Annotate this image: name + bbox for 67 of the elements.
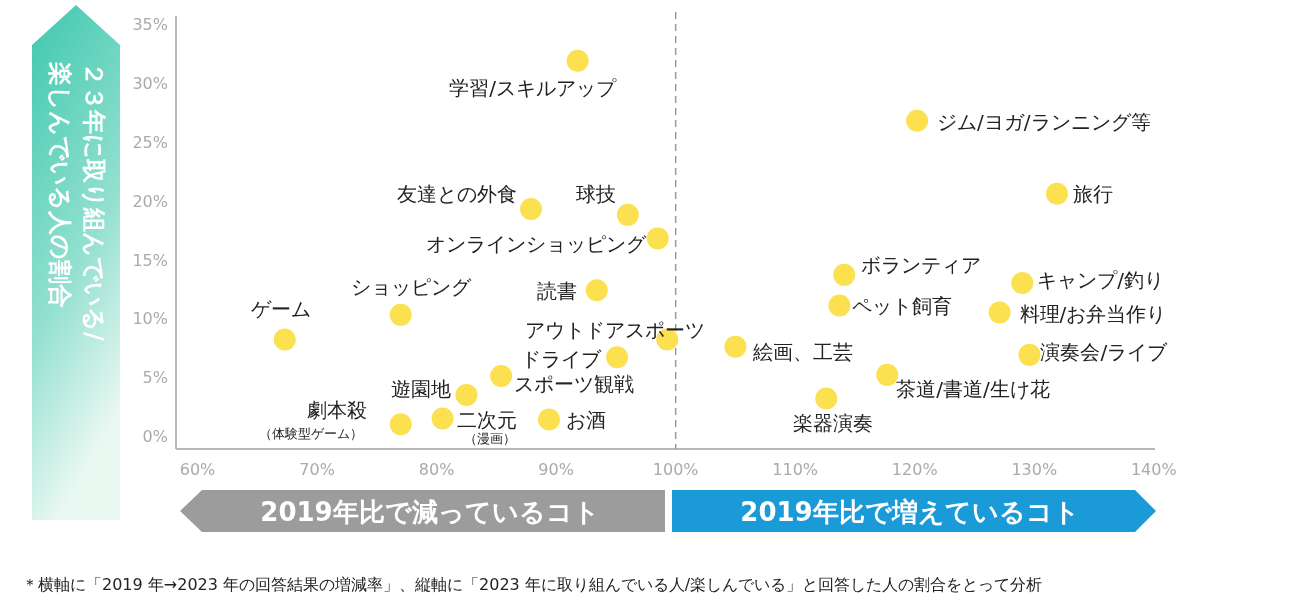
text: 2019年比で減っているコト [260,497,600,527]
x-tick-label: 110% [772,460,819,479]
point [828,294,851,317]
point [988,301,1011,324]
series-label: 茶道/書道/生け花 [896,376,1050,401]
y-tick-label: 15% [132,250,168,270]
point [1018,343,1041,366]
x-tick-label: 70% [299,460,335,479]
point [490,365,513,388]
series-label: 学習/スキルアップ [449,75,617,100]
point [566,49,589,72]
x-tick-label: 140% [1130,460,1177,479]
y-tick-label: 10% [132,309,168,329]
point [815,387,838,410]
series-label: キャンプ/釣り [1037,268,1165,293]
point [646,227,669,250]
y-tick-label: 30% [132,74,168,94]
x-tick-label: 130% [1011,460,1058,479]
series-label: ペット飼育 [852,294,953,319]
series-label: ドライブ [521,347,603,372]
series-label: 遊園地 [391,376,452,401]
y-tick-label: 0% [142,427,168,447]
point [616,203,639,226]
y-tick-label: 5% [142,368,168,388]
series-label: 旅行 [1072,181,1113,206]
series-label: 劇本殺（体験型ゲーム） [258,398,367,442]
series-label: 楽器演奏 [793,411,874,436]
y-tick-label: 20% [132,191,168,211]
y-tick-label: 35% [132,15,168,35]
x-tick-label: 100% [652,460,699,479]
series-label: ショッピング [350,274,472,299]
series-label: ジム/ヨガ/ランニング等 [937,109,1151,134]
point [455,383,478,406]
series-label: スポーツ観戦 [514,372,635,397]
series-label: ボランティア [861,252,982,277]
point [273,328,296,351]
series-label: 二次元（漫画） [456,408,517,447]
x-tick-label: 80% [418,460,455,479]
point [833,263,856,286]
series-label: 絵画、工芸 [752,339,854,364]
point [389,303,412,326]
text: 2019年比で増えているコト [740,497,1080,527]
series-label: 球技 [575,181,616,206]
series-label: ゲーム [250,296,311,321]
y-axis-title: ２３年に取り組んでいる/楽しんでいる人の割合 [46,61,108,341]
point [606,346,629,369]
x-tick-label: 120% [891,460,938,479]
point [520,197,543,220]
series-label: 料理/お弁当作り [1019,301,1167,326]
point [1045,182,1068,205]
x-tick-label: 60% [179,460,216,479]
y-tick-label: 25% [132,132,168,152]
point [537,408,560,431]
point [389,413,412,436]
series-label: 友達との外食 [397,181,518,206]
series-label: オンラインショッピング [425,232,647,257]
text: ＊横軸に「2019 年→2023 年の回答結果の増減率」、縦軸に「2023 年に取り組んでいる人/楽しんでいる」と回答した人の割合をとって分析 [22,575,1043,594]
series-label: 演奏会/ライブ [1040,339,1169,364]
x-tick-label: 90% [538,460,574,479]
point [431,407,454,430]
series-label: アウトドアスポーツ [525,317,706,342]
point [1011,272,1034,295]
series-label: お酒 [565,407,606,432]
point [906,109,929,132]
point [724,335,747,358]
point [585,279,608,302]
series-label: 読書 [536,279,577,304]
